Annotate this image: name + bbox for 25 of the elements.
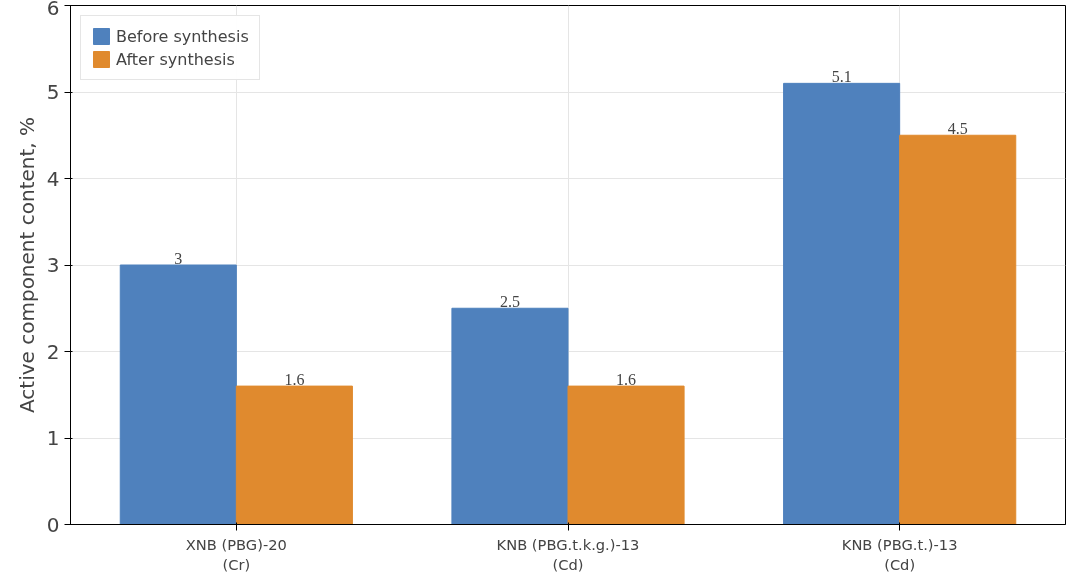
data-label: 1.6 bbox=[616, 371, 637, 389]
bar bbox=[235, 385, 353, 525]
bar bbox=[567, 385, 685, 525]
y-tick-label: 2 bbox=[46, 339, 60, 364]
data-label: 1.6 bbox=[284, 371, 305, 389]
bar bbox=[119, 264, 237, 525]
data-label: 3 bbox=[174, 250, 183, 267]
y-tick-label: 6 bbox=[46, 0, 60, 20]
data-label: 2.5 bbox=[499, 293, 520, 311]
x-tick-label: XNB (PBG)-20 (Cr) bbox=[185, 535, 287, 573]
x-tick-label: KNB (PBG.t.k.g.)-13 (Cd) bbox=[496, 535, 640, 573]
y-tick-label: 0 bbox=[46, 512, 60, 537]
bar bbox=[899, 134, 1017, 525]
y-tick-label: 4 bbox=[46, 166, 60, 191]
legend-label: After synthesis bbox=[116, 49, 235, 69]
bar bbox=[451, 307, 569, 525]
data-label: 4.5 bbox=[947, 120, 968, 138]
y-axis-title: Active component content, % bbox=[14, 116, 39, 414]
bar bbox=[783, 82, 901, 525]
data-label: 5.1 bbox=[831, 68, 852, 86]
legend-label: Before synthesis bbox=[116, 26, 249, 46]
x-tick-label: KNB (PBG.t.)-13 (Cd) bbox=[841, 535, 958, 573]
y-tick-label: 5 bbox=[46, 80, 60, 104]
y-tick-label: 3 bbox=[46, 253, 60, 277]
y-tick-label: 1 bbox=[46, 426, 60, 450]
